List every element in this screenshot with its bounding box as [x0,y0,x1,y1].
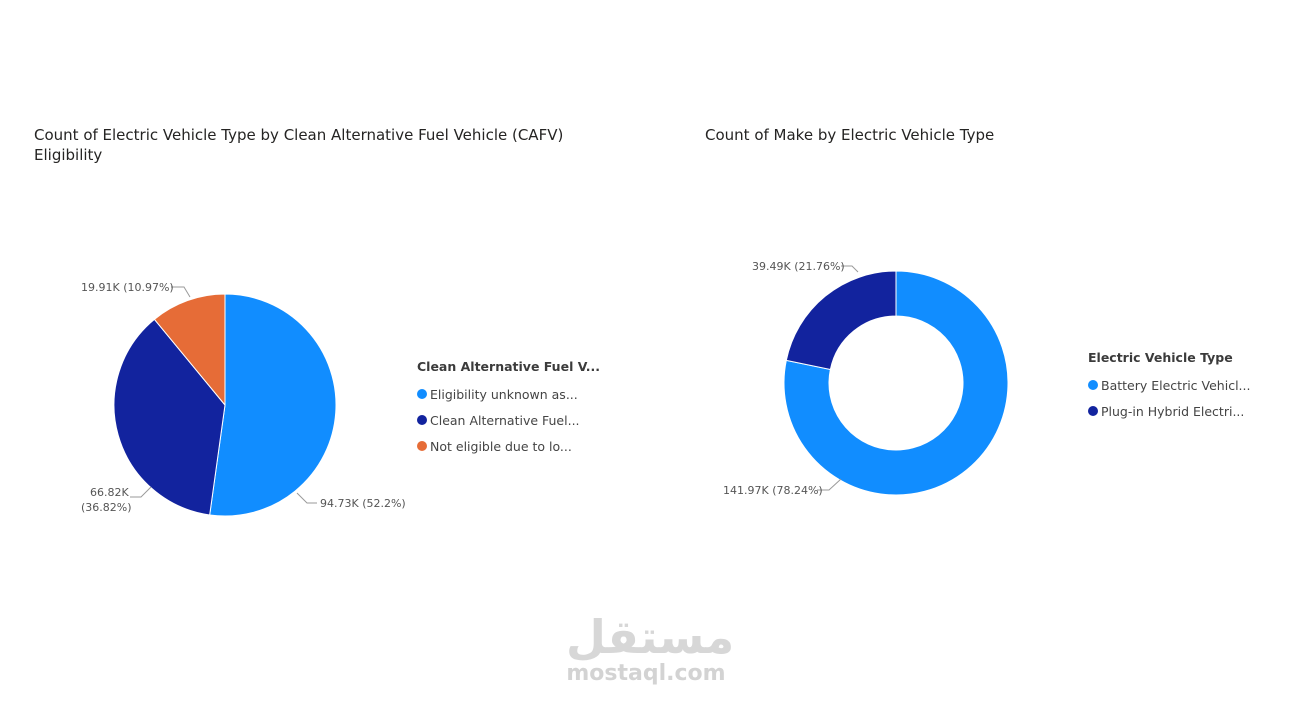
donut-leader-line-battery-electric [817,478,842,491]
pie-slice-not-eligible[interactable] [153,293,226,407]
pie-data-label-eligibility-unknown: 94.73K (52.2%) [320,497,406,510]
pie-legend-item-clean-alternative-fuel[interactable]: Clean Alternative Fuel... [417,407,600,433]
pie-legend-item-eligibility-unknown[interactable]: Eligibility unknown as... [417,381,600,407]
donut-legend-title: Electric Vehicle Type [1088,350,1233,365]
pie-slice-clean-alternative-fuel[interactable] [113,318,226,516]
pie-legend-title: Clean Alternative Fuel V... [417,359,601,374]
donut-legend-item-plug-in-hybrid[interactable]: Plug-in Hybrid Electri... [1088,398,1250,424]
donut-data-label-battery-electric: 141.97K (78.24%) [723,484,823,497]
pie-legend-label: Eligibility unknown as... [430,386,578,402]
donut-legend-item-battery-electric[interactable]: Battery Electric Vehicl... [1088,372,1250,398]
donut-legend-dot [1088,406,1098,416]
pie-legend-label: Not eligible due to lo... [430,438,572,454]
donut-slice-battery-electric[interactable] [783,270,1009,496]
pie-slice-eligibility-unknown[interactable] [209,293,337,517]
watermark-latin-text: mostaql.com [566,661,726,686]
donut-chart-visual: Count of Make by Electric Vehicle Type 3… [640,0,1293,600]
donut-legend-label: Plug-in Hybrid Electri... [1101,403,1245,419]
pie-legend-dot [417,441,427,451]
donut-legend-label: Battery Electric Vehicl... [1101,377,1251,393]
pie-leader-line-clean-alternative-fuel [130,486,152,498]
pie-chart-title: Count of Electric Vehicle Type by Clean … [34,126,564,164]
donut-legend: Electric Vehicle Type Battery Electric V… [1088,350,1250,424]
pie-legend-label: Clean Alternative Fuel... [430,412,580,428]
donut-chart-title: Count of Make by Electric Vehicle Type [705,126,995,144]
pie-chart-visual: Count of Electric Vehicle Type by Clean … [0,0,640,600]
pie-data-label-clean-alternative-fuel-percent: (36.82%) [81,501,132,514]
pie-legend-dot [417,415,427,425]
donut-leader-line-plug-in-hybrid [841,265,859,273]
pie-data-label-not-eligible: 19.91K (10.97%) [81,281,174,294]
watermark-arabic-text: مستقل [566,610,735,664]
donut-legend-dot [1088,380,1098,390]
pie-legend: Clean Alternative Fuel V... Eligibility … [417,359,600,459]
pie-chart-svg: 19.91K (10.97%) 66.82K (36.82%) 94.73K (… [81,281,406,517]
pie-data-label-clean-alternative-fuel-value: 66.82K [90,486,129,499]
pie-legend-item-not-eligible[interactable]: Not eligible due to lo... [417,433,600,459]
pie-leader-line-eligibility-unknown [296,492,317,504]
donut-data-label-plug-in-hybrid: 39.49K (21.76%) [752,260,845,273]
donut-slice-plug-in-hybrid[interactable] [785,270,897,371]
pie-leader-line-not-eligible [171,286,191,298]
pie-legend-dot [417,389,427,399]
mostaql-watermark: مستقل mostaql.com [566,610,735,686]
donut-chart-svg: 39.49K (21.76%) 141.97K (78.24%) [723,260,1009,497]
